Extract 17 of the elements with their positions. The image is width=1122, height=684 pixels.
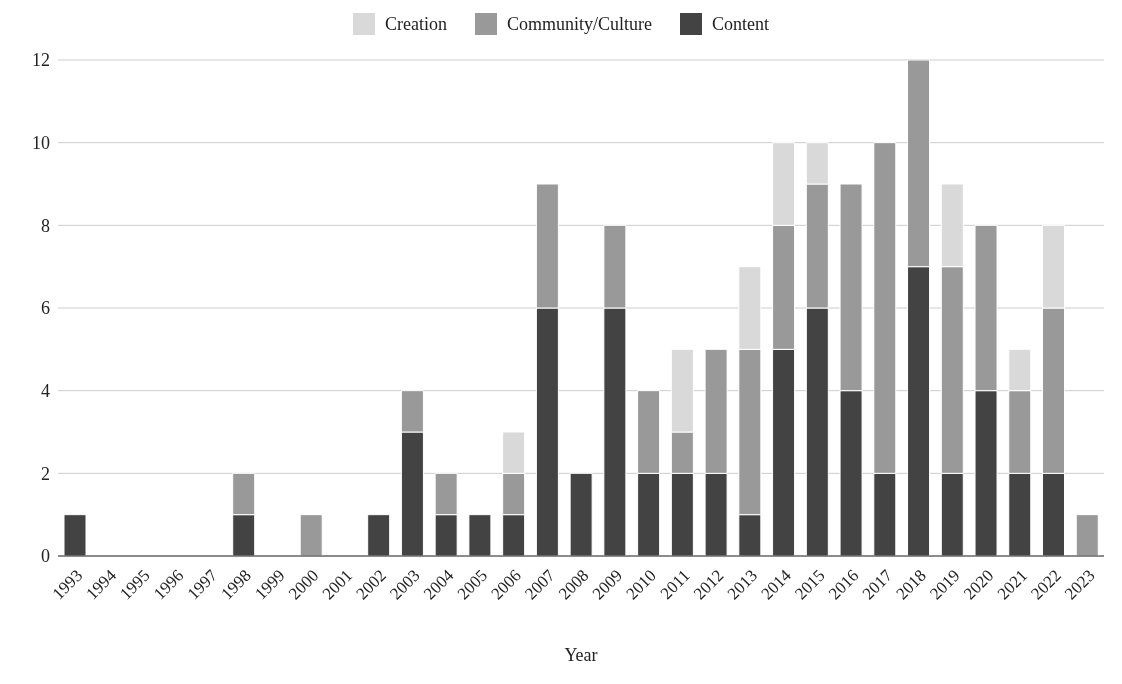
- y-tick-label: 6: [41, 298, 50, 319]
- bar: [299, 514, 323, 556]
- bar: [63, 514, 87, 556]
- y-tick-label: 2: [41, 463, 50, 484]
- bar: [367, 514, 391, 556]
- y-tick-label: 4: [41, 381, 50, 402]
- x-axis-title: Year: [564, 645, 598, 665]
- bar: [569, 472, 593, 556]
- legend-label: Content: [712, 13, 769, 35]
- y-tick-label: 8: [41, 215, 50, 236]
- y-tick-label: 0: [41, 546, 50, 567]
- bar: [1075, 514, 1099, 556]
- y-tick-label: 10: [32, 133, 50, 154]
- bar: [468, 514, 492, 556]
- y-tick-label: 12: [32, 50, 50, 71]
- legend-label: Community/Culture: [506, 13, 652, 35]
- legend-label: Creation: [385, 13, 447, 35]
